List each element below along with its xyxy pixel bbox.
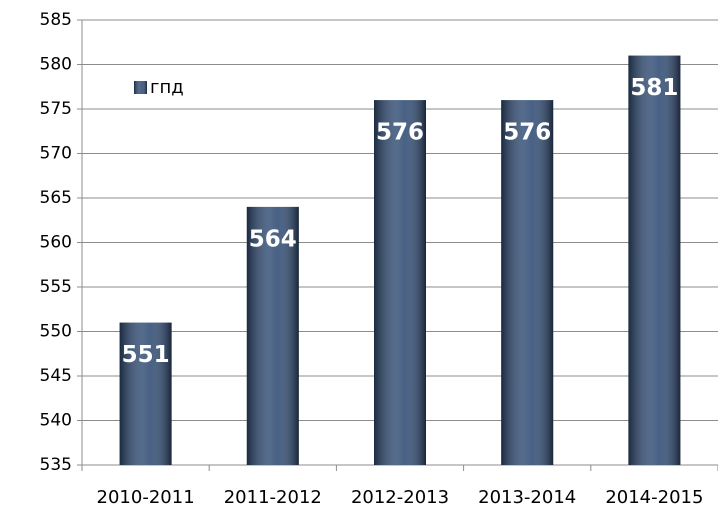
y-tick-label: 565 xyxy=(40,188,72,208)
bar-shade xyxy=(501,100,554,465)
y-tick-label: 580 xyxy=(40,55,72,75)
y-tick-label: 540 xyxy=(40,411,72,431)
y-tick-label: 570 xyxy=(40,144,72,164)
data-label: 576 xyxy=(503,120,551,146)
y-tick-label: 545 xyxy=(40,366,72,386)
x-tick-label: 2014-2015 xyxy=(605,487,703,508)
y-tick-label: 560 xyxy=(40,233,72,253)
x-tick-label: 2010-2011 xyxy=(97,487,195,508)
data-label: 581 xyxy=(630,75,678,101)
bar-shade xyxy=(119,322,172,465)
data-label: 564 xyxy=(249,226,297,252)
data-label: 551 xyxy=(122,342,170,368)
x-tick-label: 2013-2014 xyxy=(478,487,576,508)
legend-swatch-shade xyxy=(134,81,147,94)
x-tick-label: 2011-2012 xyxy=(224,487,322,508)
bar-shade xyxy=(628,55,681,465)
legend-label: гпд xyxy=(150,77,184,98)
x-tick-label: 2012-2013 xyxy=(351,487,449,508)
data-label: 576 xyxy=(376,120,424,146)
y-tick-label: 555 xyxy=(40,277,72,297)
y-tick-label: 585 xyxy=(40,10,72,30)
bar-shade xyxy=(246,206,299,465)
y-tick-label: 550 xyxy=(40,322,72,342)
y-tick-label: 535 xyxy=(40,455,72,475)
y-tick-label: 575 xyxy=(40,99,72,119)
bar-shade xyxy=(374,100,426,465)
